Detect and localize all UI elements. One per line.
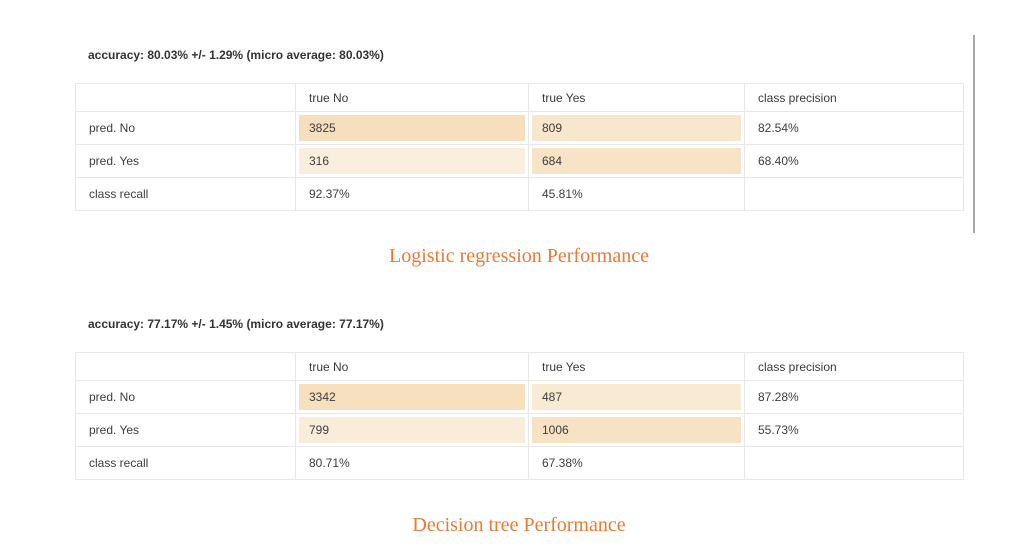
row-label: pred. Yes <box>75 413 296 447</box>
section-decision-tree: accuracy: 77.17% +/- 1.45% (micro averag… <box>75 318 1026 538</box>
table-header-row: true No true Yes class precision <box>75 352 964 381</box>
count-cell: 316 <box>295 144 529 178</box>
vertical-scrollbar[interactable] <box>973 35 975 233</box>
col-header-true-yes: true Yes <box>528 83 745 112</box>
col-header-class-precision: class precision <box>744 352 964 381</box>
col-header-true-yes: true Yes <box>528 352 745 381</box>
row-label: class recall <box>75 446 296 480</box>
row-label: class recall <box>75 177 296 211</box>
row-label: pred. No <box>75 111 296 145</box>
count-cell: 3825 <box>295 111 529 145</box>
count-cell: 3342 <box>295 380 529 414</box>
count-cell: 487 <box>528 380 745 414</box>
precision-cell: 55.73% <box>744 413 964 447</box>
table-caption-logistic-regression: Logistic regression Performance <box>389 245 649 267</box>
accuracy-line: accuracy: 80.03% +/- 1.29% (micro averag… <box>88 48 384 62</box>
table-caption-decision-tree: Decision tree Performance <box>412 514 626 536</box>
precision-cell: 68.40% <box>744 144 964 178</box>
row-label: pred. Yes <box>75 144 296 178</box>
precision-cell: 87.28% <box>744 380 964 414</box>
empty-cell <box>744 177 964 211</box>
corner-cell <box>75 83 296 112</box>
precision-cell: 82.54% <box>744 111 964 145</box>
corner-cell <box>75 352 296 381</box>
table-row: pred. Yes 316 684 68.40% <box>75 144 964 178</box>
col-header-true-no: true No <box>295 83 529 112</box>
table-row: class recall 80.71% 67.38% <box>75 446 964 480</box>
report-content: accuracy: 80.03% +/- 1.29% (micro averag… <box>75 49 1026 538</box>
table-header-row: true No true Yes class precision <box>75 83 964 112</box>
count-cell: 799 <box>295 413 529 447</box>
empty-cell <box>744 446 964 480</box>
recall-cell: 67.38% <box>528 446 745 480</box>
count-cell: 1006 <box>528 413 745 447</box>
recall-cell: 92.37% <box>295 177 529 211</box>
table-row: pred. Yes 799 1006 55.73% <box>75 413 964 447</box>
recall-cell: 45.81% <box>528 177 745 211</box>
table-row: pred. No 3342 487 87.28% <box>75 380 964 414</box>
recall-cell: 80.71% <box>295 446 529 480</box>
section-logistic-regression: accuracy: 80.03% +/- 1.29% (micro averag… <box>75 49 1026 269</box>
row-label: pred. No <box>75 380 296 414</box>
confusion-matrix-table-logistic-regression: true No true Yes class precision pred. N… <box>75 83 964 211</box>
col-header-class-precision: class precision <box>744 83 964 112</box>
table-row: pred. No 3825 809 82.54% <box>75 111 964 145</box>
confusion-matrix-table-decision-tree: true No true Yes class precision pred. N… <box>75 352 964 480</box>
count-cell: 684 <box>528 144 745 178</box>
table-row: class recall 92.37% 45.81% <box>75 177 964 211</box>
accuracy-line: accuracy: 77.17% +/- 1.45% (micro averag… <box>88 317 384 331</box>
col-header-true-no: true No <box>295 352 529 381</box>
count-cell: 809 <box>528 111 745 145</box>
